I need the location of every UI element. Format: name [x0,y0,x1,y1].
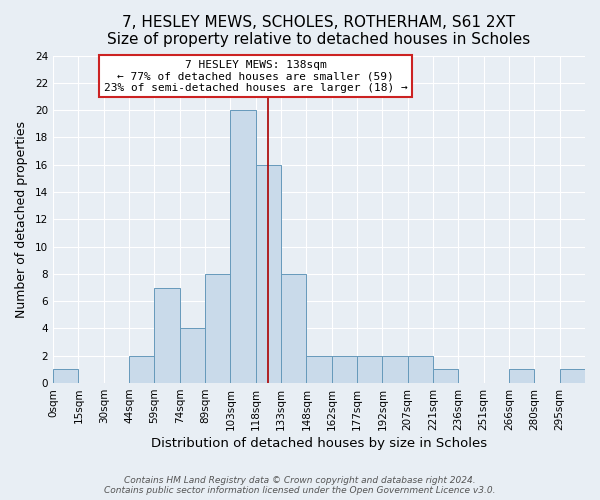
X-axis label: Distribution of detached houses by size in Scholes: Distribution of detached houses by size … [151,437,487,450]
Bar [256,164,281,383]
Bar [154,288,180,383]
Y-axis label: Number of detached properties: Number of detached properties [15,121,28,318]
Bar [560,370,585,383]
Bar [407,356,433,383]
Bar [205,274,230,383]
Bar [129,356,154,383]
Bar [433,370,458,383]
Title: 7, HESLEY MEWS, SCHOLES, ROTHERHAM, S61 2XT
Size of property relative to detache: 7, HESLEY MEWS, SCHOLES, ROTHERHAM, S61 … [107,15,530,48]
Bar [332,356,357,383]
Bar [382,356,407,383]
Bar [509,370,535,383]
Bar [357,356,382,383]
Bar [307,356,332,383]
Text: Contains HM Land Registry data © Crown copyright and database right 2024.
Contai: Contains HM Land Registry data © Crown c… [104,476,496,495]
Bar [230,110,256,383]
Bar [281,274,307,383]
Bar [180,328,205,383]
Text: 7 HESLEY MEWS: 138sqm
← 77% of detached houses are smaller (59)
23% of semi-deta: 7 HESLEY MEWS: 138sqm ← 77% of detached … [104,60,407,93]
Bar [53,370,79,383]
